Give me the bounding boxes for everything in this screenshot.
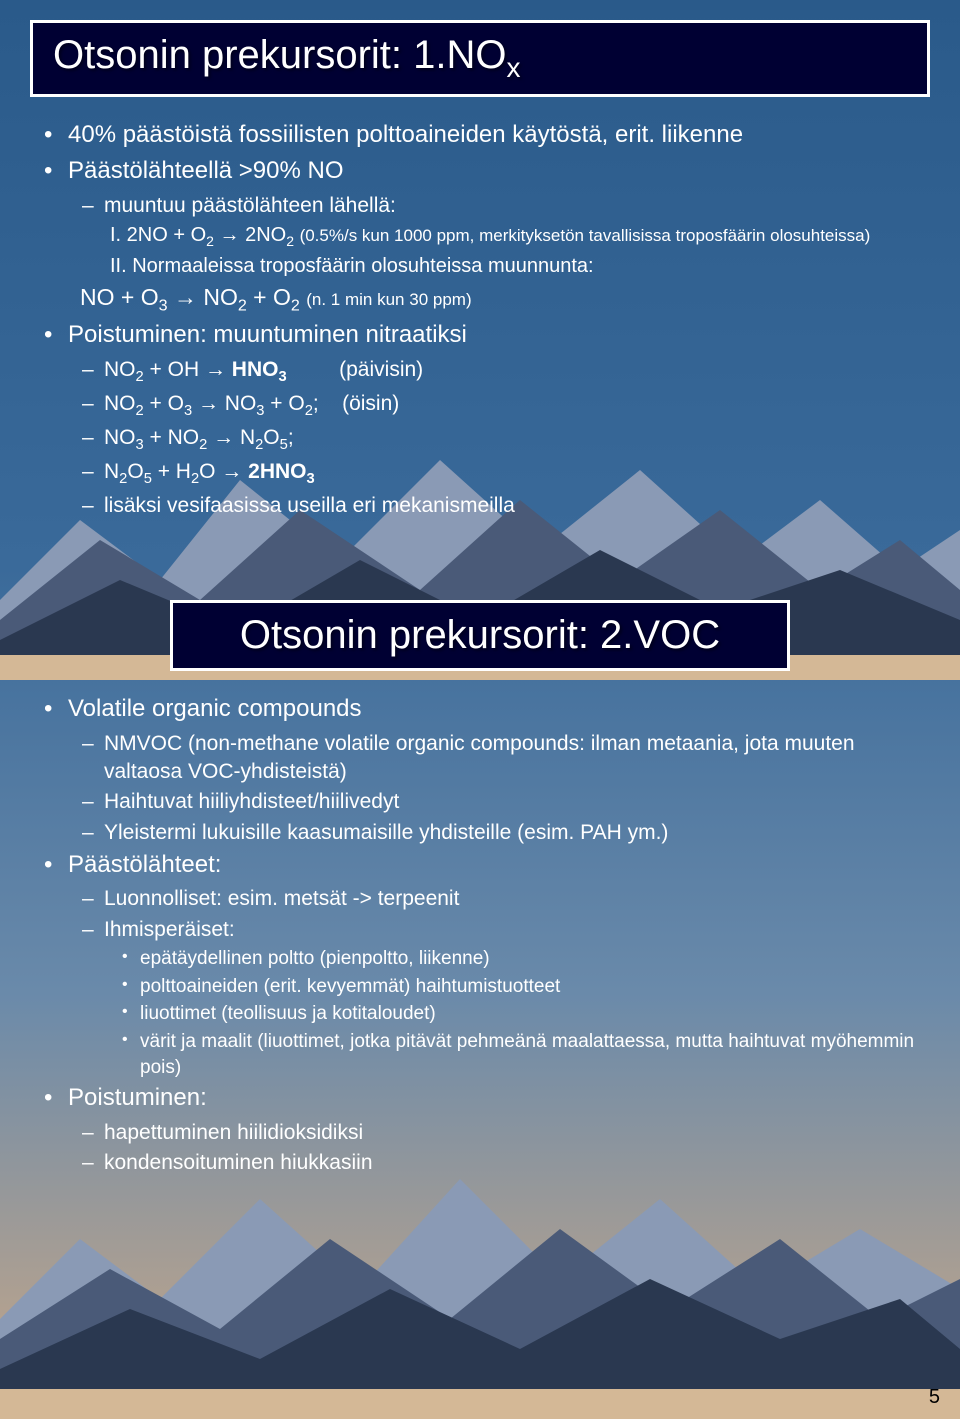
bullet: lisäksi vesifaasissa useilla eri mekanis…	[80, 492, 930, 520]
formula-line: NO3 + NO2 → N2O5;	[80, 424, 930, 456]
slide1-title: Otsonin prekursorit: 1.NOx	[53, 33, 907, 84]
bullet: värit ja maalit (liuottimet, jotka pitäv…	[120, 1029, 930, 1080]
bullet: Poistuminen:	[40, 1082, 930, 1114]
bullet: kondensoituminen hiukkasiin	[80, 1149, 930, 1177]
formula-line: I. 2NO + O2 → 2NO2 (0.5%/s kun 1000 ppm,…	[110, 222, 930, 251]
formula-line: II. Normaaleissa troposfäärin olosuhteis…	[110, 253, 930, 280]
bullet: Poistuminen: muuntuminen nitraatiksi	[40, 319, 930, 351]
bullet: liuottimet (teollisuus ja kotitaloudet)	[120, 1001, 930, 1027]
formula-line: NO2 + O3 → NO3 + O2; (öisin)	[80, 390, 930, 422]
slide1-content: 40% päästöistä fossiilisten polttoaineid…	[30, 119, 930, 520]
bullet: polttoaineiden (erit. kevyemmät) haihtum…	[120, 974, 930, 1000]
slide1-title-box: Otsonin prekursorit: 1.NOx	[30, 20, 930, 97]
bullet: 40% päästöistä fossiilisten polttoaineid…	[40, 119, 930, 151]
slide2-title: Otsonin prekursorit: 2.VOC	[193, 613, 767, 658]
slide-2: Otsonin prekursorit: 2.VOC Volatile orga…	[30, 600, 930, 1177]
bullet: hapettuminen hiilidioksidiksi	[80, 1119, 930, 1147]
slide2-title-box: Otsonin prekursorit: 2.VOC	[170, 600, 790, 671]
formula-line: N2O5 + H2O → 2HNO3	[80, 458, 930, 490]
bullet: Ihmisperäiset:	[80, 916, 930, 944]
mountains-decoration-bottom	[0, 1139, 960, 1419]
slide2-content: Volatile organic compounds NMVOC (non-me…	[30, 693, 930, 1177]
bullet: epätäydellinen poltto (pienpoltto, liike…	[120, 946, 930, 972]
page-number: 5	[929, 1386, 940, 1409]
bullet: Päästölähteellä >90% NO	[40, 155, 930, 187]
slide-1: Otsonin prekursorit: 1.NOx 40% päästöist…	[30, 20, 930, 520]
formula-line: NO + O3 → NO2 + O2 (n. 1 min kun 30 ppm)	[80, 282, 930, 317]
bullet: Luonnolliset: esim. metsät -> terpeenit	[80, 885, 930, 913]
bullet: Päästölähteet:	[40, 849, 930, 881]
bullet: NMVOC (non-methane volatile organic comp…	[80, 730, 930, 787]
bullet: Yleistermi lukuisille kaasumaisille yhdi…	[80, 819, 930, 847]
bullet: Haihtuvat hiiliyhdisteet/hiilivedyt	[80, 788, 930, 816]
bullet: Volatile organic compounds	[40, 693, 930, 725]
formula-line: NO2 + OH → HNO3 (päivisin)	[80, 356, 930, 388]
bullet: muuntuu päästölähteen lähellä:	[80, 192, 930, 220]
